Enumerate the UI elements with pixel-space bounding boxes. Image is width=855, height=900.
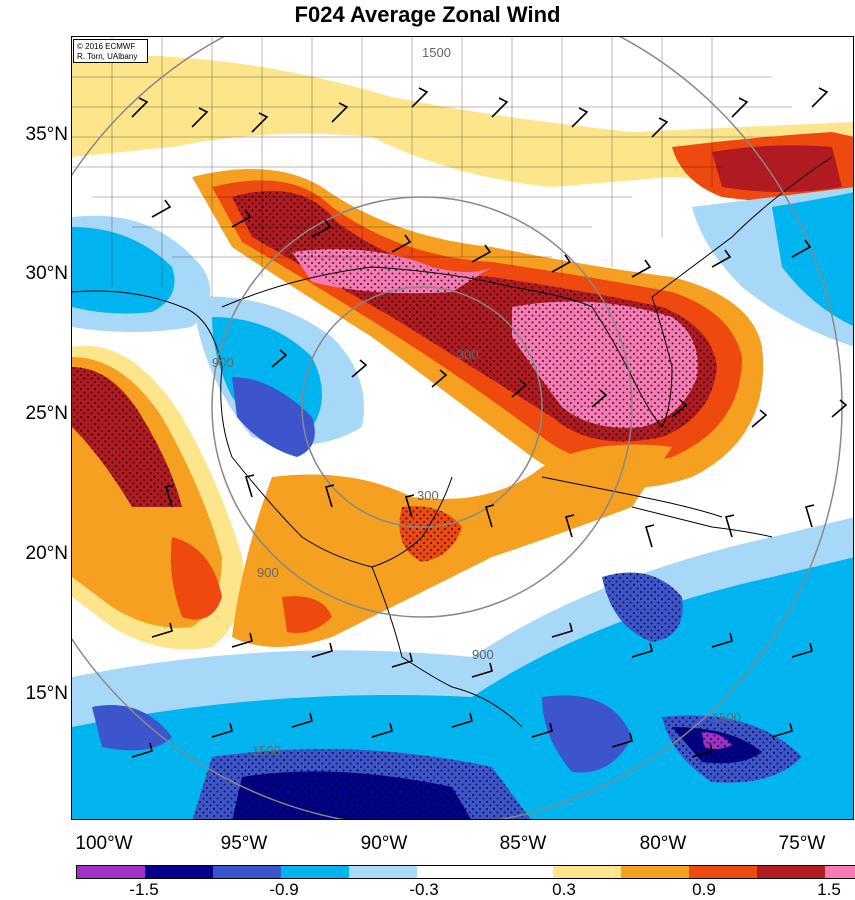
credit-line-1: © 2016 ECMWF [77,42,136,51]
map-title: F024 Average Zonal Wind [294,2,561,27]
zonal-wind-map: 300 300 900 900 900 1500 1500 1500 [72,37,853,819]
colorbar-segment [213,866,281,878]
lon-label-75w: 75°W [778,833,826,854]
contour-label-1500: 1500 [712,710,741,725]
credit-box: © 2016 ECMWF R. Torn, UAlbany [73,39,148,63]
credit-line-2: R. Torn, UAlbany [77,52,138,61]
colorbar-label: -0.3 [409,880,439,899]
contour-label-900: 900 [212,355,234,370]
colorbar-segment [145,866,213,878]
lon-label-90w: 90°W [360,833,408,854]
colorbar-label: -1.5 [129,880,159,899]
colorbar-segment [553,866,621,878]
colorbar-segment [485,866,553,878]
political-boundaries [72,37,792,297]
wind-barbs [131,87,848,758]
contour-label-1500: 1500 [422,45,451,60]
colorbar-segment [281,866,349,878]
colorbar-label: 1.5 [817,880,841,899]
lat-label-30n: 30°N [25,263,68,284]
colorbar-label: -0.9 [269,880,299,899]
contour-label-300: 300 [457,347,479,362]
coastlines [72,156,833,728]
lon-label-100w: 100°W [75,833,133,854]
map-panel: 300 300 900 900 900 1500 1500 1500 [71,36,854,820]
lat-label-20n: 20°N [25,543,68,564]
height-contours [72,37,843,819]
significance-stippling [72,190,802,819]
colorbar-label: 0.9 [692,880,716,899]
colorbar-segment [689,866,757,878]
lat-label-35n: 35°N [25,124,68,145]
colorbar-label: 0.3 [552,880,576,899]
colorbar [76,865,855,879]
lat-label-15n: 15°N [25,683,68,704]
colorbar-segment [757,866,825,878]
contour-label-1500: 1500 [252,743,281,758]
colorbar-segment [621,866,689,878]
colorbar-segment [349,866,417,878]
contour-label-300: 300 [417,488,439,503]
lon-label-80w: 80°W [639,833,687,854]
colorbar-segment [77,866,145,878]
colorbar-segment [417,866,485,878]
lat-label-25n: 25°N [25,403,68,424]
colorbar-segment [825,866,855,878]
contour-label-900: 900 [257,565,279,580]
lon-label-85w: 85°W [499,833,547,854]
contour-label-900: 900 [472,647,494,662]
lon-label-95w: 95°W [220,833,268,854]
contour-labels: 300 300 900 900 900 1500 1500 1500 [212,45,741,758]
